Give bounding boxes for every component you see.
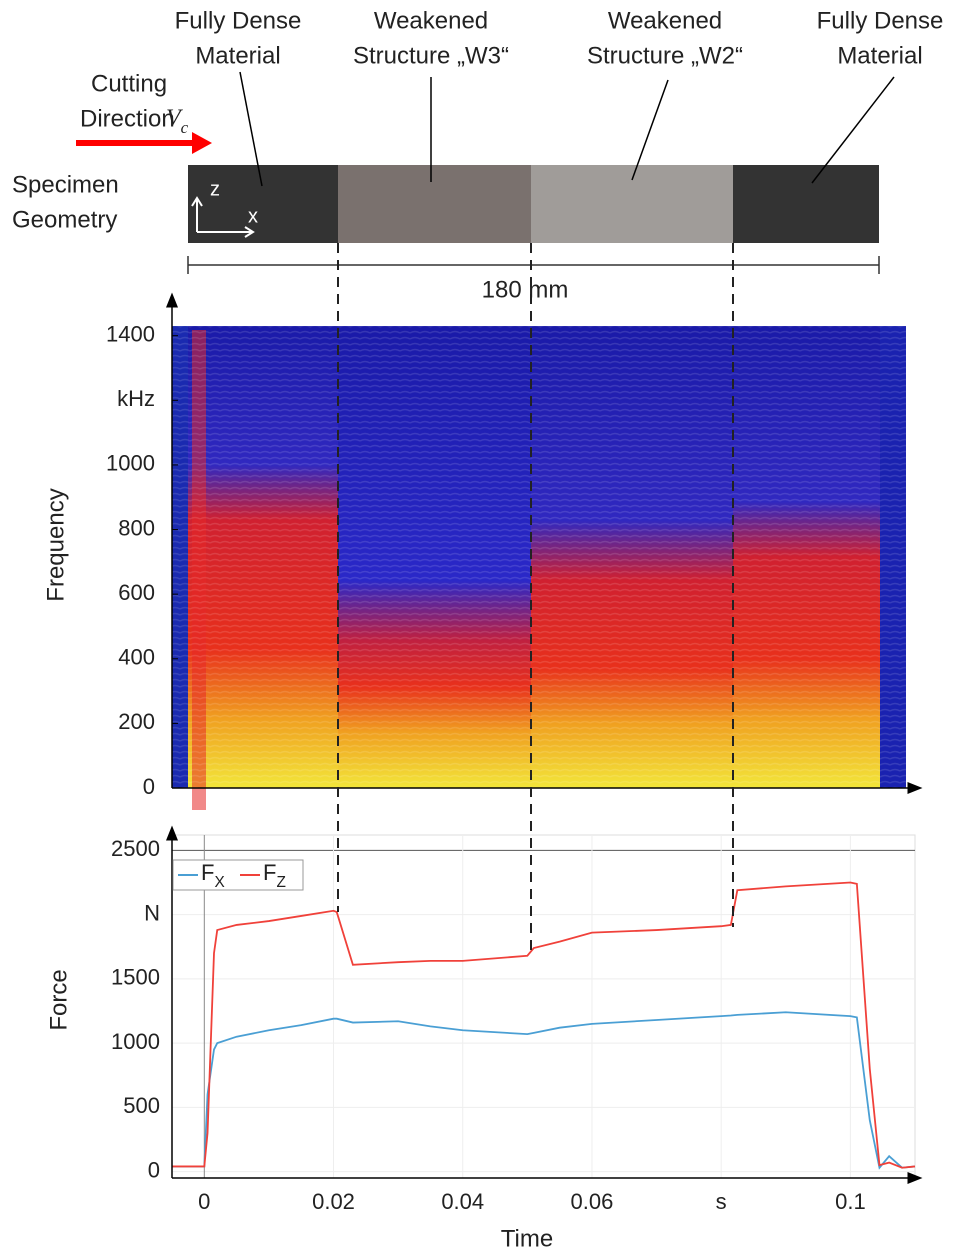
y-tick-label: 1400 <box>106 322 155 347</box>
spec-texture <box>172 326 906 788</box>
zone-label: Structure „W3“ <box>353 42 509 69</box>
dimension-line <box>187 256 880 274</box>
y-tick-label: 800 <box>118 515 155 540</box>
y-tick-label: 200 <box>118 709 155 734</box>
leaders <box>239 71 895 187</box>
zone-separators <box>337 243 734 955</box>
zone-label: Material <box>837 42 922 69</box>
y-tick-label: N <box>144 900 160 925</box>
zone-label: Structure „W2“ <box>587 42 743 69</box>
legend-box <box>172 859 304 891</box>
coord-axes <box>191 196 255 238</box>
row-label: Geometry <box>12 206 117 233</box>
x-tick-label: 0.06 <box>571 1189 614 1214</box>
force-plot <box>172 835 916 1178</box>
specimen: z x 180 mm <box>76 71 895 303</box>
velocity-symbol: Vc <box>166 106 189 138</box>
y-tick-label: 400 <box>118 645 155 670</box>
y-tick-label: 2500 <box>111 836 160 861</box>
axis-z: z <box>210 178 220 200</box>
cutting-direction: Cutting <box>91 70 167 97</box>
force-axes <box>166 825 923 1184</box>
x-tick-label: 0 <box>198 1189 210 1214</box>
zone-label: Weakened <box>374 7 488 34</box>
y-tick-label: 1000 <box>111 1029 160 1054</box>
y-tick-label: kHz <box>117 386 155 411</box>
dimension: 180 mm <box>482 276 569 303</box>
x-axis-label: Time <box>501 1225 553 1251</box>
row-label: Specimen <box>12 171 119 198</box>
zone-label: Fully Dense <box>175 7 302 34</box>
cut-arrow-head <box>192 132 212 154</box>
zone-label: Weakened <box>608 7 722 34</box>
x-tick-label: s <box>716 1189 727 1214</box>
spec-axes <box>166 292 923 794</box>
force-line <box>172 881 916 1169</box>
axis-x: x <box>248 205 258 227</box>
spectrogram <box>172 326 906 810</box>
y-tick-label: 1500 <box>111 965 160 990</box>
zone-label: Material <box>195 42 280 69</box>
force-line <box>172 1011 916 1170</box>
zone-dense <box>188 165 338 243</box>
x-tick-label: 0.02 <box>312 1189 355 1214</box>
y-tick-label: 500 <box>123 1093 160 1118</box>
y-axis-label: Force <box>45 969 72 1030</box>
zone-w2 <box>531 165 733 243</box>
y-tick-label: 0 <box>148 1157 160 1182</box>
y-axis-label: Frequency <box>42 488 69 601</box>
y-tick-label: 0 <box>143 774 155 799</box>
zone-dense <box>733 165 879 243</box>
y-tick-label: 1000 <box>106 451 155 476</box>
zone-label: Fully Dense <box>817 7 944 34</box>
zone-w3 <box>338 165 531 243</box>
x-tick-label: 0.04 <box>441 1189 484 1214</box>
y-tick-label: 600 <box>118 580 155 605</box>
x-tick-label: 0.1 <box>835 1189 866 1214</box>
cutting-direction: Direction <box>80 105 175 132</box>
